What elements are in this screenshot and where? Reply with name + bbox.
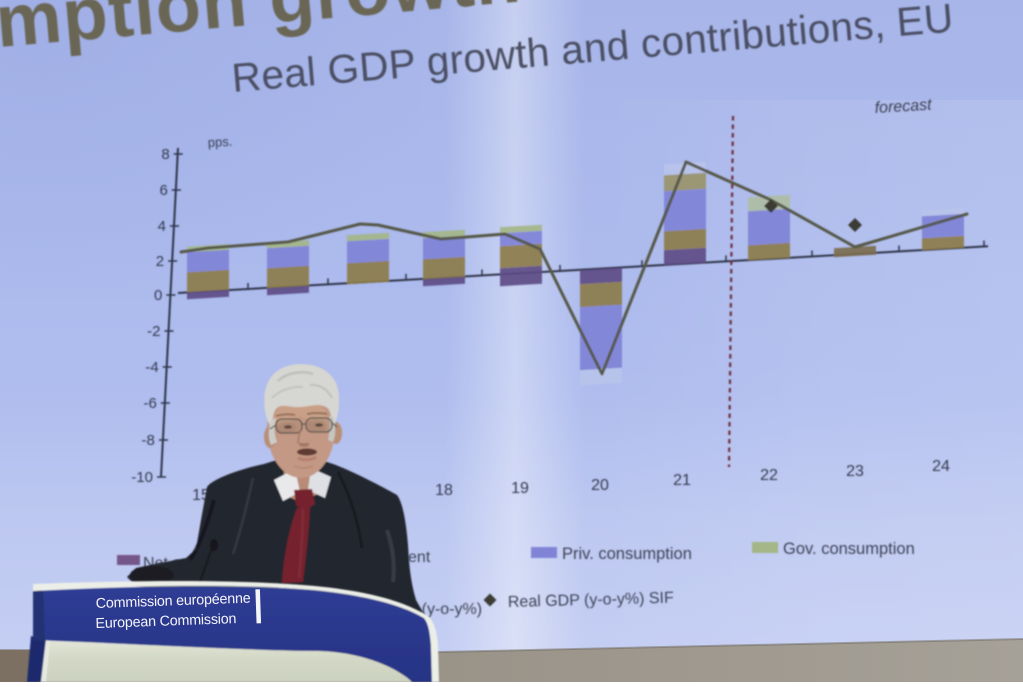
- svg-text:Commission européenne: Commission européenne: [96, 591, 251, 612]
- svg-text:22: 22: [760, 467, 778, 484]
- svg-text:20: 20: [591, 477, 609, 494]
- svg-text:-2: -2: [147, 323, 160, 340]
- svg-text:0: 0: [154, 287, 162, 304]
- svg-text:European Commission: European Commission: [95, 611, 237, 632]
- svg-text:Priv. consumption: Priv. consumption: [562, 545, 692, 563]
- svg-text:Gov. consumption: Gov. consumption: [783, 540, 915, 558]
- svg-text:24: 24: [932, 458, 950, 475]
- svg-text:-6: -6: [143, 395, 156, 412]
- svg-text:pps.: pps.: [207, 134, 232, 150]
- svg-text:-8: -8: [142, 432, 155, 449]
- svg-text:8: 8: [161, 146, 169, 163]
- svg-text:21: 21: [673, 472, 691, 489]
- svg-text:19: 19: [511, 480, 529, 497]
- svg-text:-4: -4: [145, 359, 158, 376]
- svg-text:23: 23: [846, 463, 864, 480]
- svg-text:18: 18: [435, 482, 453, 499]
- svg-text:6: 6: [159, 182, 167, 199]
- svg-text:4: 4: [158, 218, 166, 235]
- svg-text:forecast: forecast: [874, 97, 932, 117]
- svg-text:-10: -10: [131, 469, 153, 486]
- svg-text:Real GDP (y-o-y%) SIF: Real GDP (y-o-y%) SIF: [508, 590, 675, 611]
- svg-text:2: 2: [156, 253, 164, 270]
